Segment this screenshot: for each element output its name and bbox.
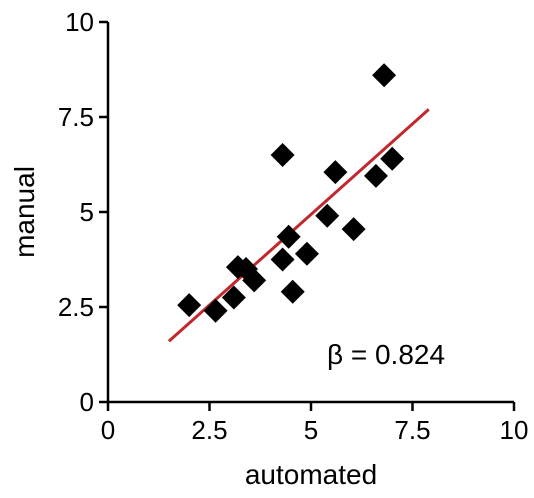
data-point [270, 143, 295, 167]
tick-marks [99, 20, 516, 411]
data-point [242, 268, 267, 293]
data-point [270, 247, 295, 272]
data-point [380, 146, 405, 171]
data-point [341, 217, 366, 242]
x-tick-label: 7.5 [394, 415, 430, 445]
beta-annotation: β = 0.824 [327, 339, 445, 370]
data-point [221, 285, 246, 310]
data-point [323, 160, 348, 185]
data-point [177, 293, 202, 318]
x-tick-label: 10 [500, 415, 529, 445]
data-point [372, 63, 397, 88]
plot-area [167, 63, 430, 343]
y-axis-title: manual [9, 166, 40, 258]
regression-line [167, 108, 430, 343]
x-tick-label: 0 [101, 415, 115, 445]
data-point [363, 163, 388, 188]
axes [106, 22, 514, 404]
tick-labels: 0 2.5 5 7.5 10 0 2.5 5 7.5 10 [58, 7, 529, 445]
data-point [315, 203, 340, 228]
data-point [234, 257, 259, 281]
y-tick-label: 10 [65, 7, 94, 37]
y-tick-label: 5 [80, 197, 94, 227]
data-point [276, 224, 301, 249]
y-tick-label: 7.5 [58, 102, 94, 132]
x-tick-label: 2.5 [191, 415, 227, 445]
x-axis-title: automated [245, 459, 377, 490]
data-point [294, 241, 319, 266]
data-point [203, 298, 228, 323]
y-tick-label: 0 [80, 387, 94, 417]
y-tick-label: 2.5 [58, 292, 94, 322]
data-point [280, 279, 305, 304]
x-tick-label: 5 [304, 415, 318, 445]
